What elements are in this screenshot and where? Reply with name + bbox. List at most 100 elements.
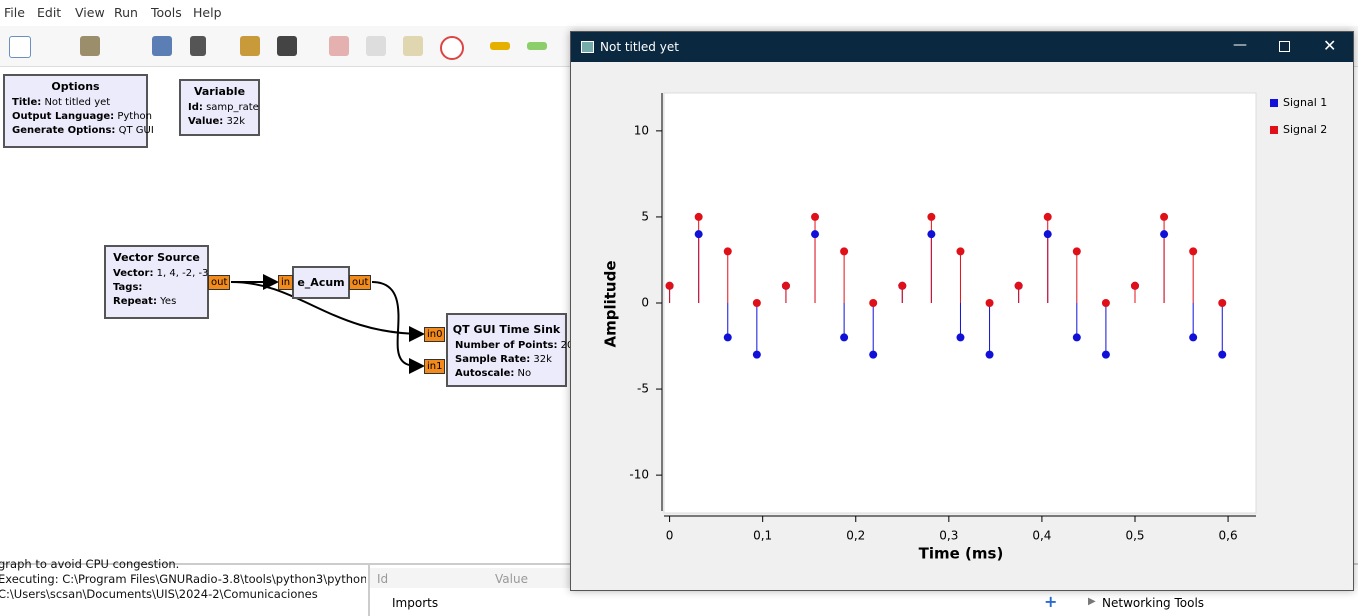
param-value: No xyxy=(517,368,532,379)
paste-button[interactable] xyxy=(403,36,423,56)
marker xyxy=(781,281,790,290)
menu-item[interactable]: Run xyxy=(114,5,138,20)
marker xyxy=(1160,212,1169,221)
x-tick-label: 0,5 xyxy=(1125,529,1144,543)
menu-item[interactable]: Help xyxy=(193,5,222,20)
param-key: Autoscale: xyxy=(455,368,515,379)
param: Autoscale: No xyxy=(455,367,565,381)
port[interactable]: in0 xyxy=(424,327,446,342)
port[interactable]: out xyxy=(349,275,372,290)
e-acum-block[interactable]: e_Acum xyxy=(292,266,350,299)
param: Number of Points: 20 xyxy=(455,339,573,353)
minimize-button[interactable]: — xyxy=(1233,37,1247,53)
menu-item[interactable]: Tools xyxy=(151,5,182,20)
cut-button[interactable] xyxy=(329,36,349,56)
undo-button[interactable] xyxy=(490,42,510,50)
table-header: Id Value xyxy=(370,568,570,588)
x-tick-label: 0,1 xyxy=(753,529,772,543)
param-value: Not titled yet xyxy=(44,97,111,108)
copy-button[interactable] xyxy=(366,36,386,56)
delete-button[interactable] xyxy=(440,36,464,60)
redo-button[interactable] xyxy=(527,42,547,50)
table-row[interactable]: Imports xyxy=(392,596,439,610)
block-title: QT GUI Time Sink xyxy=(452,323,561,336)
console-line: Executing: C:\Program Files\GNURadio-3.8… xyxy=(0,572,366,586)
legend-swatch xyxy=(1270,99,1278,107)
plot-window: Not titled yet — ✕ Amplitude Time (ms) -… xyxy=(570,31,1354,591)
maximize-button[interactable] xyxy=(1279,41,1290,52)
marker xyxy=(840,333,849,342)
param-key: Value: xyxy=(188,116,224,127)
open-button[interactable] xyxy=(80,36,100,56)
console: graph to avoid CPU congestion. Executing… xyxy=(0,557,366,614)
marker xyxy=(1160,230,1169,239)
menu-item[interactable]: File xyxy=(4,5,25,20)
marker xyxy=(665,281,674,290)
param-value: Python xyxy=(117,111,153,122)
marker xyxy=(840,247,849,256)
param: Output Language: Python xyxy=(12,110,152,124)
y-tick-label: 0 xyxy=(641,296,649,310)
param-key: Repeat: xyxy=(113,296,157,307)
x-tick-label: 0,6 xyxy=(1219,529,1238,543)
block-title: Variable xyxy=(193,85,246,98)
expand-arrow[interactable]: ▶ xyxy=(1088,596,1096,607)
port[interactable]: out xyxy=(208,275,231,290)
menu-item[interactable]: View xyxy=(75,5,105,20)
marker xyxy=(811,212,820,221)
marker xyxy=(1189,333,1198,342)
connection xyxy=(371,281,425,374)
marker xyxy=(694,230,703,239)
marker xyxy=(1218,350,1227,359)
y-tick-label: -5 xyxy=(637,382,649,396)
marker xyxy=(927,212,936,221)
save-button[interactable] xyxy=(152,36,172,56)
console-line: graph to avoid CPU congestion. xyxy=(0,557,180,571)
close-button[interactable] xyxy=(190,36,206,56)
time-sink-block[interactable]: QT GUI Time Sink Number of Points: 20 Sa… xyxy=(446,313,573,387)
marker xyxy=(985,299,994,307)
param: Vector: 1, 4, -2, -3 xyxy=(113,267,208,281)
window-title: Not titled yet xyxy=(600,40,679,54)
legend-label: Signal 1 xyxy=(1283,96,1327,109)
marker xyxy=(985,350,994,359)
close-button[interactable]: ✕ xyxy=(1323,36,1337,55)
param-key: Tags: xyxy=(113,282,143,293)
window-icon xyxy=(581,41,594,53)
block-title: Vector Source xyxy=(113,251,200,264)
column-header: Value xyxy=(495,572,528,586)
marker xyxy=(1189,247,1198,256)
marker xyxy=(1130,281,1139,290)
param: Value: 32k xyxy=(188,115,258,129)
y-tick-label: 5 xyxy=(641,209,649,223)
param-key: Number of Points: xyxy=(455,340,558,351)
port[interactable]: in xyxy=(278,275,294,290)
marker xyxy=(752,350,761,359)
param: Id: samp_rate xyxy=(188,101,259,115)
param-value: samp_rate xyxy=(206,102,259,113)
add-icon[interactable]: + xyxy=(1044,592,1058,611)
options-block[interactable]: Options Title: Not titled yet Output Lan… xyxy=(3,74,154,148)
param-key: Generate Options: xyxy=(12,125,116,136)
new-button[interactable] xyxy=(9,36,31,58)
x-axis-label: Time (ms) xyxy=(919,545,1004,563)
legend-label: Signal 2 xyxy=(1283,123,1327,136)
param: Sample Rate: 32k xyxy=(455,353,565,367)
print-button[interactable] xyxy=(277,36,297,56)
port[interactable]: in1 xyxy=(424,359,446,374)
menu-item[interactable]: Edit xyxy=(37,5,62,20)
x-tick-label: 0,3 xyxy=(939,529,958,543)
vector-source-block[interactable]: Vector Source Vector: 1, 4, -2, -3 Tags:… xyxy=(104,245,209,319)
param-key: Output Language: xyxy=(12,111,115,122)
block-title: Options xyxy=(51,80,100,93)
marker xyxy=(869,350,878,359)
tree-item[interactable]: Networking Tools xyxy=(1102,596,1205,610)
edit-button[interactable] xyxy=(240,36,260,56)
x-tick-label: 0 xyxy=(666,529,674,543)
marker xyxy=(1014,281,1023,290)
console-line: C:\Users\scsan\Documents\UIS\2024-2\Comu… xyxy=(0,587,318,601)
block-title: e_Acum xyxy=(297,276,345,289)
marker xyxy=(1043,230,1052,239)
marker xyxy=(811,230,820,239)
variable-block[interactable]: Variable Id: samp_rate Value: 32k xyxy=(179,79,260,136)
